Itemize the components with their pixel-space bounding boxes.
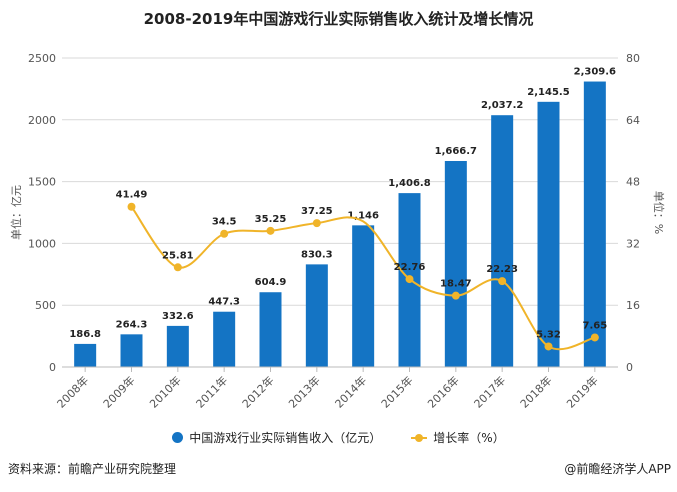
line-point xyxy=(498,277,507,286)
x-tick-label: 2016年 xyxy=(424,373,461,410)
y-tick-label: 1500 xyxy=(28,176,56,189)
bar-data-label: 604.9 xyxy=(255,277,287,288)
y2-axis-label: 单位：% xyxy=(652,191,666,234)
bar xyxy=(537,101,560,368)
y-tick-label: 500 xyxy=(35,299,56,312)
x-tick-label: 2015年 xyxy=(378,373,415,410)
line-data-label: 41.49 xyxy=(116,190,148,201)
bar xyxy=(491,115,514,367)
bar-data-label: 1,146 xyxy=(347,210,379,221)
legend: 中国游戏行业实际销售收入（亿元） 增长率（%） xyxy=(0,429,677,446)
y2-tick-label: 32 xyxy=(626,237,640,250)
y2-tick-label: 16 xyxy=(626,299,640,312)
growth-line xyxy=(130,206,596,351)
bar-data-label: 332.6 xyxy=(162,311,194,322)
y2-tick-label: 48 xyxy=(626,176,640,189)
line-data-label: 37.25 xyxy=(301,206,333,217)
x-tick-label: 2018年 xyxy=(517,373,554,410)
y-axis-label: 单位：亿元 xyxy=(9,185,23,240)
line-point xyxy=(220,229,229,238)
bar xyxy=(120,334,143,367)
bar-data-label: 186.8 xyxy=(69,329,101,340)
bar xyxy=(444,160,467,367)
line-data-label: 34.5 xyxy=(212,217,237,228)
y2-tick-label: 64 xyxy=(626,114,640,127)
line-point xyxy=(312,219,321,228)
line-data-label: 18.47 xyxy=(440,279,472,290)
line-point xyxy=(544,342,553,351)
bar-data-label: 264.3 xyxy=(116,319,148,330)
line-data-label: 22.76 xyxy=(394,262,426,273)
line-point xyxy=(405,275,414,284)
bar-data-label: 447.3 xyxy=(208,297,240,308)
y-tick-label: 1000 xyxy=(28,237,56,250)
line-point xyxy=(127,202,136,211)
x-tick-label: 2017年 xyxy=(471,373,508,410)
x-tick-label: 2010年 xyxy=(146,373,183,410)
bar xyxy=(259,292,282,367)
x-tick-label: 2019年 xyxy=(563,373,600,410)
bar xyxy=(166,325,189,367)
brand-note: @前瞻经济学人APP xyxy=(564,462,671,476)
legend-line-label: 增长率（%） xyxy=(433,431,505,445)
x-tick-label: 2009年 xyxy=(100,373,137,410)
x-tick-label: 2011年 xyxy=(193,373,230,410)
bar-data-label: 1,406.8 xyxy=(388,178,430,189)
bar-data-label: 1,666.7 xyxy=(435,146,477,157)
x-tick-label: 2012年 xyxy=(239,373,276,410)
x-tick-label: 2014年 xyxy=(332,373,369,410)
bar-data-label: 2,145.5 xyxy=(527,87,569,98)
x-tick-label: 2008年 xyxy=(54,373,91,410)
y2-tick-label: 0 xyxy=(626,361,633,374)
bar-data-label: 2,037.2 xyxy=(481,100,523,111)
chart-title: 2008-2019年中国游戏行业实际销售收入统计及增长情况 xyxy=(143,10,534,28)
x-tick-label: 2013年 xyxy=(285,373,322,410)
line-data-label: 22.23 xyxy=(486,264,518,275)
bar-data-label: 2,309.6 xyxy=(574,67,616,78)
bar-data-label: 830.3 xyxy=(301,249,333,260)
bar xyxy=(213,311,236,367)
bar xyxy=(74,343,97,367)
bar xyxy=(352,225,375,367)
bar xyxy=(583,81,606,367)
line-data-label: 35.25 xyxy=(255,214,287,225)
legend-bar-marker xyxy=(172,432,184,443)
bar xyxy=(305,264,328,367)
y-tick-label: 2500 xyxy=(28,52,56,65)
line-data-label: 7.65 xyxy=(582,320,607,331)
line-point xyxy=(451,291,460,300)
line-point xyxy=(266,226,275,235)
line-point xyxy=(590,333,599,342)
legend-line-marker xyxy=(411,433,428,442)
chart-plot: 0 500 1000 1500 2000 2500 0 16 32 48 64 80 单位：亿元 单位：%… xyxy=(9,52,666,411)
source-note: 资料来源：前瞻产业研究院整理 xyxy=(8,462,177,476)
y-tick-label: 2000 xyxy=(28,114,56,127)
line-data-label: 5.32 xyxy=(536,329,561,340)
y2-tick-label: 80 xyxy=(626,52,640,65)
line-point xyxy=(173,263,182,272)
legend-bar-label: 中国游戏行业实际销售收入（亿元） xyxy=(189,431,382,445)
y-tick-label: 0 xyxy=(49,361,56,374)
line-data-label: 25.81 xyxy=(162,250,194,261)
